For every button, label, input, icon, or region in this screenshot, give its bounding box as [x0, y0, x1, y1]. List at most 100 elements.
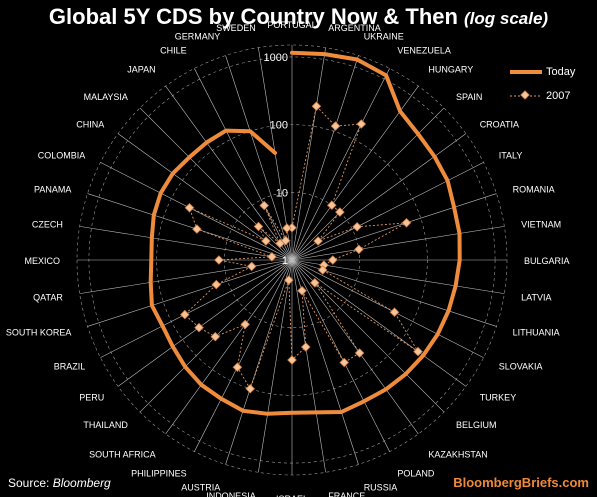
category-label-35: MALAYSIA [84, 92, 128, 102]
series-2007-point-4 [326, 200, 337, 211]
grid-spoke-24 [165, 259, 293, 435]
grid-spoke-26 [117, 259, 293, 387]
grid-spoke-2 [291, 55, 359, 261]
category-label-5: SPAIN [456, 92, 482, 102]
series-2007-point-15 [309, 277, 320, 288]
series-2007-point-10 [327, 255, 338, 265]
series-today-line [148, 50, 462, 416]
series-2007-point-24 [240, 319, 251, 330]
series-2007 [179, 101, 423, 394]
category-label-2: UKRAINE [364, 31, 404, 41]
category-label-23: PHILIPPINES [131, 469, 187, 479]
grid-spoke-5 [291, 107, 445, 261]
legend-swatch-2007 [510, 90, 542, 100]
grid-spoke-29 [79, 259, 293, 294]
series-2007-point-28 [211, 279, 222, 290]
category-label-13: SLOVAKIA [499, 361, 543, 371]
category-label-28: SOUTH KOREA [6, 328, 72, 338]
series-2007-point-17 [339, 357, 350, 368]
brand-logo-text: BloombergBriefs.com [453, 475, 589, 490]
series-2007-point-6 [313, 236, 323, 246]
category-label-20: ISRAEL [276, 494, 308, 497]
series-2007-point-7 [352, 221, 362, 232]
category-label-7: ITALY [499, 151, 523, 161]
grid-layer [76, 44, 508, 476]
grid-spoke-22 [225, 259, 293, 465]
source-name: Bloomberg [52, 476, 111, 490]
category-label-24: SOUTH AFRICA [89, 450, 156, 460]
category-label-33: COLOMBIA [38, 151, 86, 161]
series-2007-point-16 [354, 348, 365, 358]
grid-spoke-35 [139, 107, 293, 261]
series-2007-point-1 [311, 101, 322, 112]
grid-spoke-15 [291, 259, 445, 413]
series-2007-point-33 [184, 202, 195, 213]
grid-spoke-6 [291, 133, 467, 261]
grid-spoke-23 [194, 259, 293, 452]
category-label-38: GERMANY [175, 31, 221, 41]
series-2007-point-34 [261, 236, 271, 246]
series-2007-point-20 [287, 355, 297, 365]
category-label-12: LITHUANIA [513, 328, 560, 338]
legend-label-today: Today [546, 66, 576, 78]
series-2007-point-26 [194, 322, 204, 333]
series-2007-point-37 [259, 200, 270, 211]
tick-labels: 1 10 100 1000 [264, 52, 288, 267]
grid-spoke-7 [291, 162, 484, 261]
legend-label-2007: 2007 [546, 90, 571, 102]
grid-spoke-9 [291, 226, 505, 261]
title-main: Global 5Y CDS by Country Now & Then [48, 4, 458, 29]
grid-spoke-14 [291, 259, 467, 387]
category-label-18: RUSSIA [364, 483, 398, 493]
grid-spoke-4 [291, 85, 419, 261]
category-label-1: ARGENTINA [328, 23, 381, 33]
grid-spoke-17 [291, 259, 390, 452]
series-2007-point-31 [267, 251, 277, 262]
category-label-15: BELGIUM [456, 420, 497, 430]
grid-spoke-8 [291, 193, 497, 261]
category-label-36: JAPAN [127, 64, 155, 74]
category-label-8: ROMANIA [513, 184, 555, 194]
tick-label-1: 10 [276, 187, 288, 199]
category-label-9: VIETNAM [521, 220, 561, 230]
grid-spoke-38 [225, 55, 293, 261]
chart-title: Global 5Y CDS by Country Now & Then (log … [0, 4, 597, 30]
legend-swatch-today [510, 70, 542, 74]
series-2007-point-32 [192, 224, 202, 234]
category-label-16: KAZAKHSTAN [428, 450, 487, 460]
grid-spoke-27 [100, 259, 293, 358]
tick-label-2: 100 [270, 120, 288, 132]
series-2007-point-18 [297, 285, 307, 296]
series-2007-point-30 [214, 255, 224, 265]
series-2007-point-25 [210, 331, 221, 342]
series-2007-point-9 [354, 244, 364, 255]
category-label-14: TURKEY [480, 392, 517, 402]
series-2007-point-3 [356, 119, 367, 129]
source-prefix: Source: [8, 476, 50, 490]
category-label-27: BRAZIL [54, 361, 86, 371]
category-label-26: PERU [79, 392, 104, 402]
category-label-25: THAILAND [83, 420, 128, 430]
series-2007-point-21 [283, 275, 294, 285]
series-2007-point-27 [179, 309, 190, 320]
grid-spoke-36 [165, 85, 293, 261]
category-label-37: CHILE [160, 45, 187, 55]
tick-label-3: 1000 [264, 52, 288, 64]
series-2007-point-12 [317, 265, 328, 275]
grid-spoke-37 [194, 68, 293, 261]
series-2007-point-14 [413, 346, 423, 357]
title-subtitle: (log scale) [463, 9, 549, 28]
category-label-4: HUNGARY [428, 64, 473, 74]
category-label-19: FRANCE [328, 491, 365, 497]
grid-spoke-16 [291, 259, 419, 435]
grid-spoke-31 [79, 226, 293, 261]
category-label-34: CHINA [76, 120, 104, 130]
category-label-11: LATVIA [521, 292, 551, 302]
category-label-3: VENEZUELA [397, 45, 451, 55]
category-label-0: PORTUGAL [267, 20, 316, 30]
grid-spoke-33 [100, 162, 293, 261]
grid-spoke-21 [258, 259, 293, 473]
category-label-29: QATAR [33, 292, 63, 302]
